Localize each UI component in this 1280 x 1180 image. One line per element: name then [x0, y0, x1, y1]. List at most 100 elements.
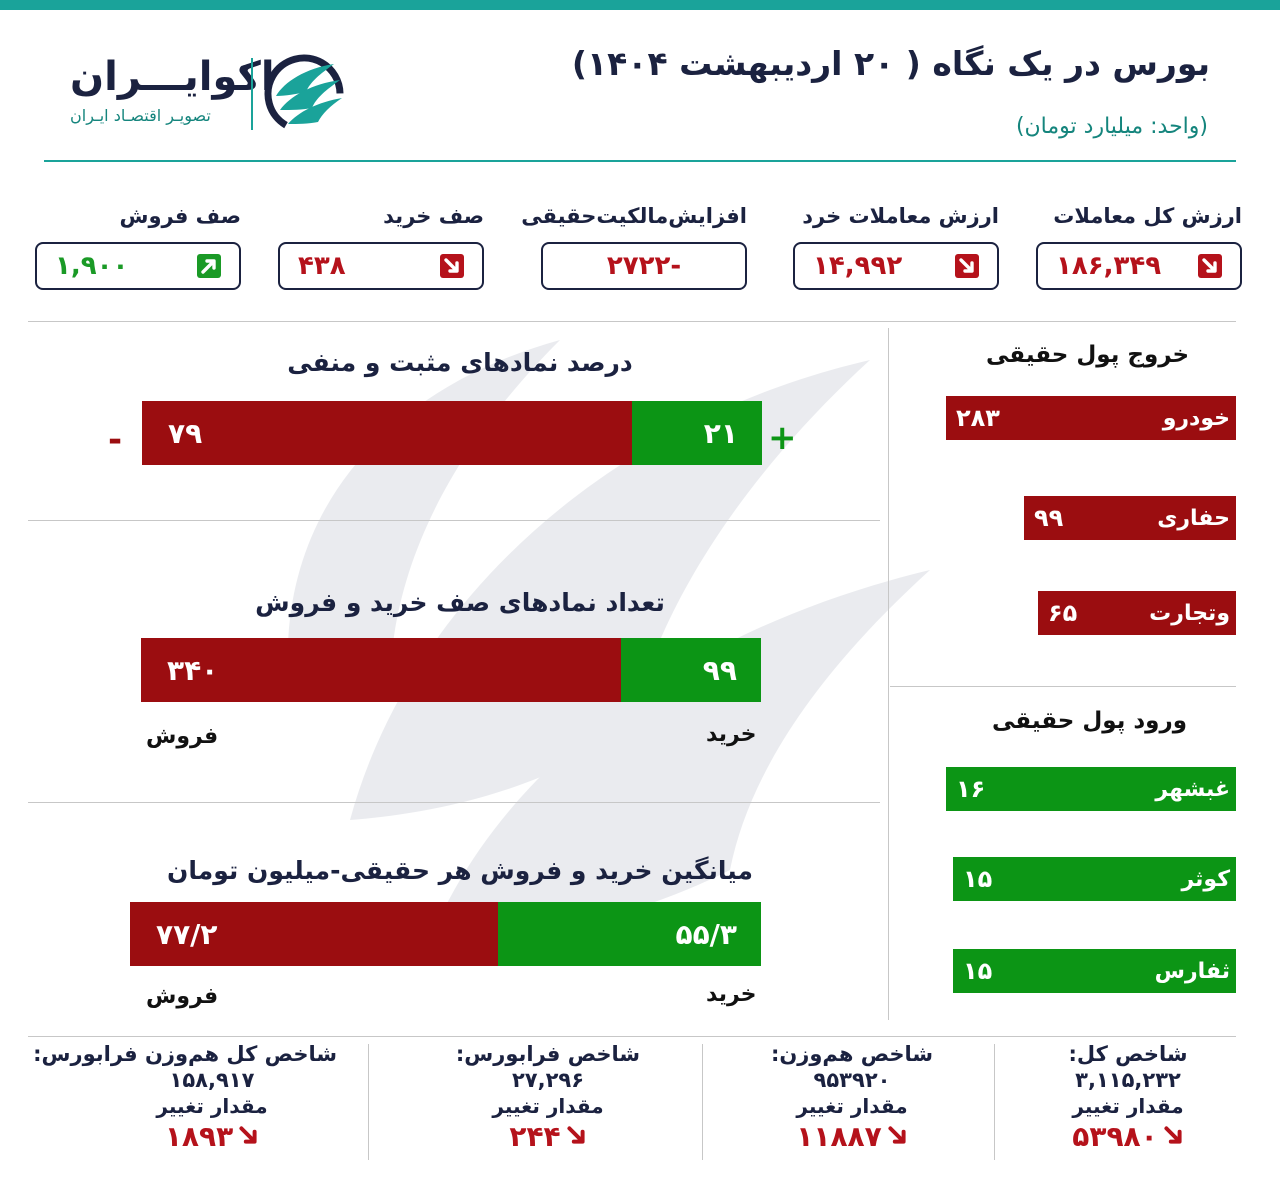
- outflow-bar: ۲۸۳ خودرو: [946, 396, 1236, 440]
- negative-segment: ۷۹: [142, 401, 632, 465]
- index-change: ۱۱۸۸۷: [727, 1120, 977, 1153]
- inflow-title: ورود پول حقیقی: [992, 708, 1188, 734]
- arrow-down-icon: [440, 254, 464, 278]
- index-change-label: مقدار تغییر: [796, 1094, 908, 1118]
- flow-value: ۱۶: [956, 775, 986, 803]
- logo-tagline: تصویـر اقتصـاد ایـران: [70, 106, 211, 125]
- index-value: ۳,۱۱۵,۲۳۲: [1075, 1068, 1181, 1092]
- flow-value: ۱۵: [963, 957, 993, 985]
- flow-symbol: خودرو: [1162, 405, 1230, 431]
- index-change-value: ۱۱۸۸۷: [796, 1120, 882, 1153]
- flow-value: ۶۵: [1048, 599, 1078, 627]
- index-divider: [702, 1044, 703, 1160]
- outflow-bar: ۶۵ وتجارت: [1038, 591, 1236, 635]
- index-card: شاخص کل هم‌وزن فرابورس: ۱۵۸,۹۱۷ مقدار تغیی…: [33, 1042, 337, 1153]
- index-divider: [368, 1044, 369, 1160]
- page-title: بورس در یک نگاه ( ۲۰ اردیبهشت ۱۴۰۴): [571, 44, 1210, 83]
- sell-queue-segment: ۳۴۰: [141, 638, 622, 702]
- section-divider: [28, 321, 1236, 322]
- buy-caption: خرید: [706, 982, 757, 1007]
- sell-caption: فروش: [146, 724, 219, 749]
- stat-box: -۲۷۲۲: [541, 242, 747, 290]
- stat-value: -۲۷۲۲: [606, 251, 682, 281]
- logo-mark-icon: [264, 54, 344, 134]
- logo-separator: [251, 58, 253, 130]
- queue-bar: ۳۴۰ ۹۹: [141, 638, 761, 702]
- arrow-down-icon: [1198, 254, 1222, 278]
- index-name: شاخص کل:: [1068, 1042, 1188, 1066]
- stat-value: ۱۸۶,۳۴۹: [1056, 251, 1162, 281]
- outflow-bar: ۹۹ حفاری: [1024, 496, 1236, 540]
- stat-label: ارزش معاملات خرد: [802, 204, 999, 228]
- stat-value: ۴۳۸: [298, 251, 346, 281]
- average-sell-segment: ۷۷/۲: [130, 902, 498, 966]
- index-change: ۵۳۹۸۰: [1003, 1120, 1253, 1153]
- arrow-down-icon: [886, 1120, 908, 1153]
- header-divider: [44, 160, 1236, 162]
- average-buy-segment: ۵۵/۳: [497, 902, 761, 966]
- flow-symbol: حفاری: [1157, 505, 1230, 531]
- index-card: شاخص هم‌وزن: ۹۵۳۹۲۰ مقدار تغییر ۱۱۸۸۷: [727, 1042, 977, 1153]
- outflow-title: خروج پول حقیقی: [986, 342, 1190, 368]
- column-divider: [888, 328, 889, 1020]
- index-value: ۹۵۳۹۲۰: [813, 1068, 891, 1092]
- stat-label: ارزش کل معاملات: [1053, 204, 1242, 228]
- index-divider: [994, 1044, 995, 1160]
- arrow-down-icon: [237, 1120, 259, 1153]
- chart-positive-negative-title: درصد نمادهای مثبت و منفی: [287, 348, 633, 377]
- flow-symbol: غبشهر: [1155, 776, 1230, 802]
- flow-symbol: ثفارس: [1154, 958, 1230, 984]
- arrow-up-icon: [197, 254, 221, 278]
- index-value: ۱۵۸,۹۱۷: [169, 1068, 255, 1092]
- stat-label: صف فروش: [119, 204, 241, 228]
- positive-segment: ۲۱: [631, 401, 762, 465]
- index-change-value: ۲۴۴: [509, 1120, 561, 1153]
- inflow-bar: ۱۵ ثفارس: [953, 949, 1236, 993]
- index-change-value: ۱۸۹۳: [164, 1120, 234, 1153]
- index-change-value: ۵۳۹۸۰: [1072, 1120, 1158, 1153]
- stat-box: ۱,۹۰۰: [35, 242, 241, 290]
- flow-value: ۲۸۳: [956, 404, 1000, 432]
- logo-name: اکوایـــران: [70, 54, 275, 100]
- buy-caption: خرید: [706, 722, 757, 747]
- inflow-bar: ۱۵ کوثر: [953, 857, 1236, 901]
- stat-value: ۱۴,۹۹۲: [813, 251, 903, 281]
- average-bar: ۷۷/۲ ۵۵/۳: [130, 902, 761, 966]
- index-change: ۱۸۹۳: [87, 1120, 337, 1153]
- section-divider: [28, 1036, 1236, 1037]
- section-divider: [28, 802, 880, 803]
- section-divider: [890, 686, 1236, 687]
- page-subtitle: (واحد: میلیارد تومان): [1015, 114, 1208, 139]
- index-change: ۲۴۴: [423, 1120, 673, 1153]
- index-name: شاخص کل هم‌وزن فرابورس:: [33, 1042, 337, 1066]
- index-change-label: مقدار تغییر: [492, 1094, 604, 1118]
- arrow-down-icon: [1162, 1120, 1184, 1153]
- minus-sign: -: [108, 420, 123, 460]
- index-value: ۲۷,۲۹۶: [511, 1068, 585, 1092]
- positive-negative-bar: ۷۹ ۲۱: [142, 401, 762, 465]
- index-card: شاخص فرابورس: ۲۷,۲۹۶ مقدار تغییر ۲۴۴: [423, 1042, 673, 1153]
- flow-symbol: کوثر: [1181, 866, 1230, 892]
- inflow-bar: ۱۶ غبشهر: [946, 767, 1236, 811]
- section-divider: [28, 520, 880, 521]
- top-accent-bar: [0, 0, 1280, 10]
- flow-value: ۱۵: [963, 865, 993, 893]
- stat-label: صف خرید: [383, 204, 484, 228]
- index-name: شاخص هم‌وزن:: [770, 1042, 934, 1066]
- plus-sign: +: [768, 418, 797, 458]
- flow-value: ۹۹: [1034, 504, 1064, 532]
- arrow-down-icon: [955, 254, 979, 278]
- stat-value: ۱,۹۰۰: [55, 251, 129, 281]
- stat-label: افزایش‌مالکیت‌حقیقی: [521, 204, 747, 228]
- index-change-label: مقدار تغییر: [1072, 1094, 1184, 1118]
- sell-caption: فروش: [146, 984, 219, 1009]
- buy-queue-segment: ۹۹: [621, 638, 761, 702]
- stat-box: ۱۴,۹۹۲: [793, 242, 999, 290]
- index-change-label: مقدار تغییر: [156, 1094, 268, 1118]
- chart-average-title: میانگین خرید و فروش هر حقیقی-میلیون توما…: [167, 856, 753, 885]
- stat-box: ۱۸۶,۳۴۹: [1036, 242, 1242, 290]
- stat-box: ۴۳۸: [278, 242, 484, 290]
- index-name: شاخص فرابورس:: [455, 1042, 641, 1066]
- flow-symbol: وتجارت: [1149, 600, 1230, 626]
- chart-queue-title: تعداد نمادهای صف خرید و فروش: [255, 588, 665, 617]
